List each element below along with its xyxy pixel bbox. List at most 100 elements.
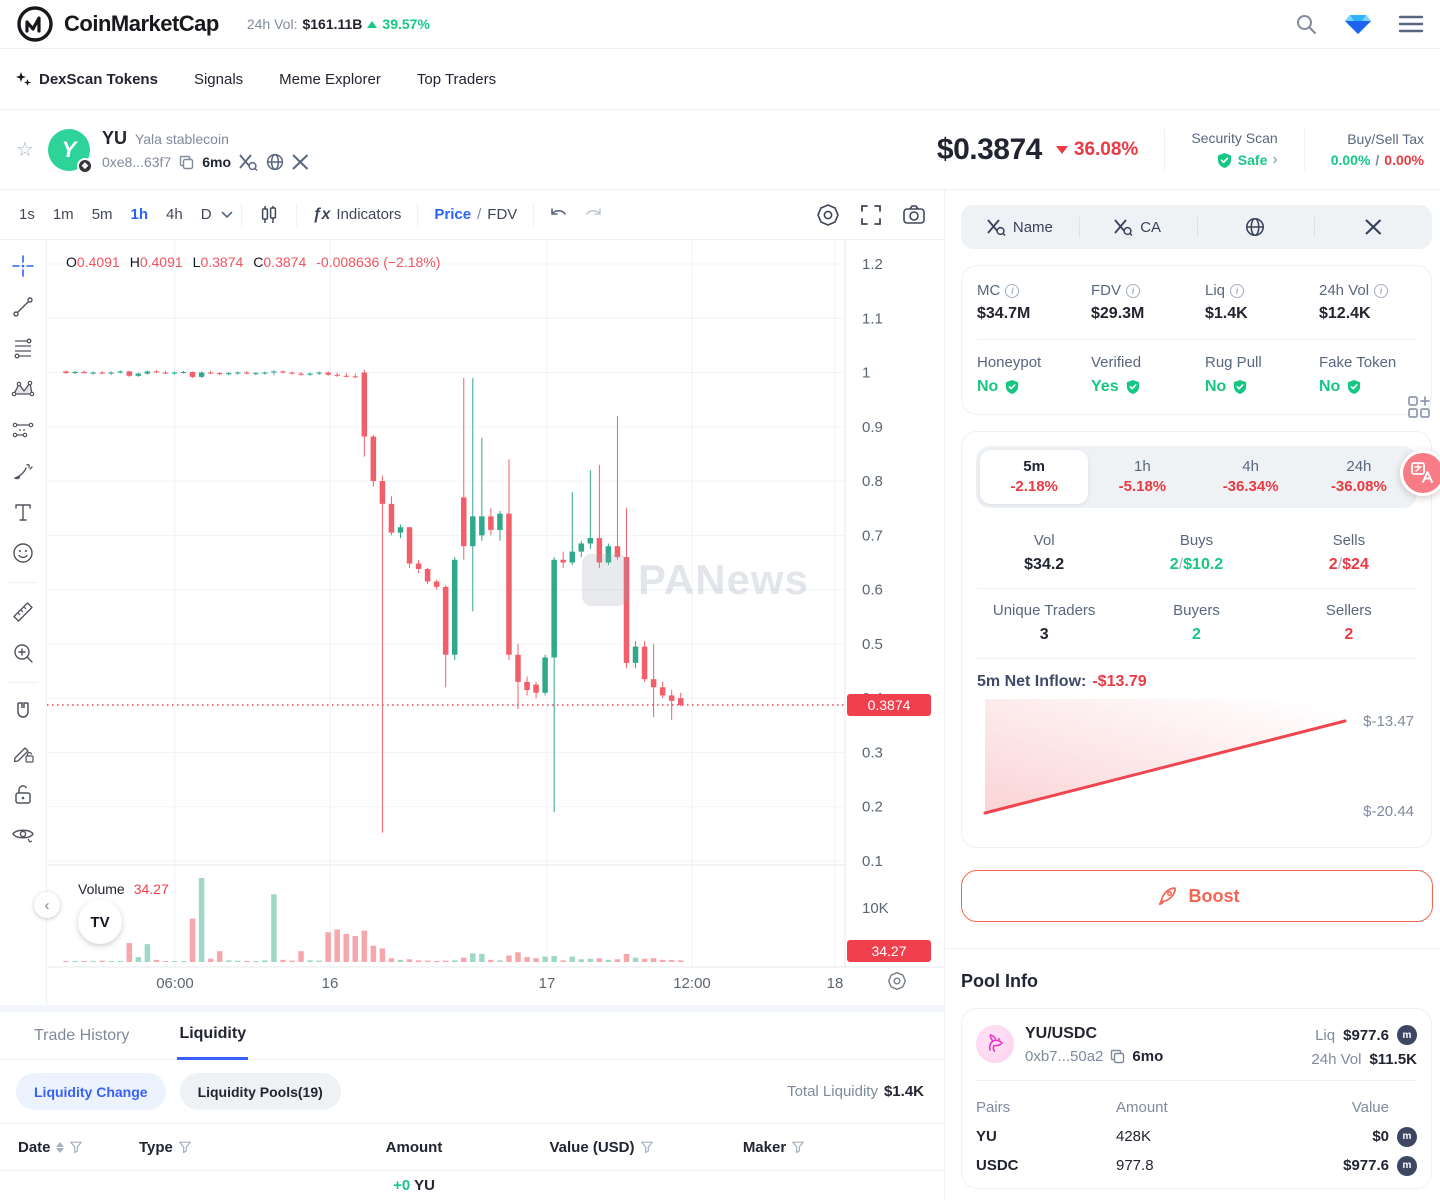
price-fdv-toggle[interactable]: Price / FDV [426,202,525,227]
trendline-tool-icon[interactable] [11,295,35,319]
projection-tool-icon[interactable] [11,418,35,442]
segment-5m[interactable]: 5m -2.18% [980,450,1089,504]
tab-search-name[interactable]: Name [961,205,1079,249]
cmc-badge-icon[interactable]: m [1397,1155,1417,1176]
buy-tax-value: 0.00% [1330,152,1371,168]
undo-icon[interactable] [548,205,570,225]
text-tool-icon[interactable] [11,500,35,524]
timeframe-4h[interactable]: 4h [166,206,183,223]
value-header: Value [1351,1099,1389,1116]
menu-icon[interactable] [1398,13,1424,35]
tab-liquidity[interactable]: Liquidity [177,1013,249,1060]
crosshair-icon[interactable] [11,254,35,278]
translate-button[interactable] [1400,450,1440,496]
price-chart[interactable]: 1.21.110.90.80.70.60.50.40.30.20.106:001… [34,240,945,1005]
boost-button[interactable]: Boost [961,870,1433,922]
tradingview-logo[interactable]: TV [78,900,122,944]
info-icon[interactable]: i [1230,283,1245,298]
cmc-badge-icon[interactable]: m [1397,1025,1417,1045]
x-search-icon[interactable] [239,153,258,171]
fdv-toggle[interactable]: FDV [487,206,518,223]
widgets-grid-button[interactable] [1406,394,1432,420]
row-amount-symbol: YU [414,1177,435,1191]
watchlist-star-icon[interactable]: ☆ [16,139,34,161]
token-price: $0.3874 [936,132,1042,166]
pool-age: 6mo [1132,1048,1164,1065]
timeframe-5m[interactable]: 5m [91,206,113,223]
magnet-tool-icon[interactable] [11,700,35,724]
search-icon[interactable] [1294,12,1318,36]
filter-funnel-icon[interactable] [69,1140,83,1154]
security-scan[interactable]: Security Scan Safe › [1191,130,1277,169]
unique-traders-label: Unique Traders [992,602,1096,619]
candlestick-chart-canvas[interactable]: 1.21.110.90.80.70.60.50.40.30.20.106:001… [47,240,945,1005]
tab-website[interactable] [1196,205,1315,249]
x-twitter-icon[interactable] [292,154,309,170]
nav-dexscan-tokens[interactable]: DexScan Tokens [16,71,158,88]
separator: / [1337,556,1343,573]
timeframe-1s[interactable]: 1s [19,206,35,223]
redo-icon[interactable] [582,205,604,225]
collapse-pane-button[interactable]: ‹ [34,892,60,918]
liquidity-pools-pill[interactable]: Liquidity Pools(19) [179,1073,341,1110]
website-globe-icon[interactable] [266,153,284,171]
column-maker[interactable]: Maker [714,1139,834,1156]
hide-drawings-eye-icon[interactable] [11,823,35,847]
segment-1h[interactable]: 1h -5.18% [1088,450,1196,504]
sort-icon[interactable] [55,1141,64,1153]
fib-retracement-icon[interactable] [11,336,35,360]
timeframe-dropdown-icon[interactable] [221,211,233,219]
lock-all-icon[interactable] [11,782,35,806]
ruler-tool-icon[interactable] [11,600,35,624]
fullscreen-icon[interactable] [860,204,882,226]
filter-funnel-icon[interactable] [178,1140,192,1154]
volume-value: $161.11B [302,16,363,32]
column-value-usd[interactable]: Value (USD) [489,1139,714,1156]
tab-search-ca[interactable]: CA [1078,205,1197,249]
info-icon[interactable]: i [1005,283,1020,298]
liquidity-change-pill[interactable]: Liquidity Change [16,1073,166,1110]
cmc-badge-icon[interactable]: m [1397,1126,1417,1147]
price-toggle[interactable]: Price [434,206,472,223]
axis-settings-gear-icon[interactable] [887,971,907,991]
total-liquidity: Total Liquidity $1.4K [787,1083,928,1100]
nav-meme-explorer[interactable]: Meme Explorer [279,71,381,88]
filter-funnel-icon[interactable] [640,1140,654,1154]
info-icon[interactable]: i [1374,283,1389,298]
timeframe-1m[interactable]: 1m [52,206,74,223]
chart-settings-icon[interactable] [816,203,840,227]
pool-address[interactable]: 0xb7...50a2 [1025,1048,1104,1065]
tab-trade-history[interactable]: Trade History [34,1027,130,1044]
info-icon[interactable]: i [1126,283,1140,298]
snapshot-camera-icon[interactable] [902,204,926,226]
timeframe-1h[interactable]: 1h [130,206,149,223]
segment-label: 24h [1346,458,1372,475]
segment-4h[interactable]: 4h -36.34% [1197,450,1305,504]
table-row[interactable]: +0 YU [0,1171,944,1191]
copy-icon[interactable] [179,155,194,170]
copy-icon[interactable] [1110,1049,1125,1064]
tax-separator: / [1375,152,1380,168]
pair-amount: 428K [1116,1128,1152,1145]
diamond-premium-icon[interactable] [1344,12,1372,36]
brush-tool-icon[interactable] [11,459,35,483]
segment-24h[interactable]: 24h -36.08% [1305,450,1413,504]
segment-change: -36.08% [1330,478,1387,495]
column-type[interactable]: Type [139,1139,339,1156]
zoom-in-tool-icon[interactable] [11,641,35,665]
timeframe-1d[interactable]: D [200,206,212,223]
filter-funnel-icon[interactable] [791,1140,805,1154]
chart-style-button[interactable] [250,200,288,230]
volume-label: 24h Vol: [246,16,298,32]
nav-top-traders[interactable]: Top Traders [417,71,496,88]
column-date[interactable]: Date [0,1139,139,1156]
nav-signals[interactable]: Signals [194,71,243,88]
shield-check-icon [1217,152,1231,168]
drawing-lock-icon[interactable] [11,741,35,765]
coinmarketcap-logo[interactable]: CoinMarketCap [16,5,219,43]
tab-twitter-x[interactable] [1314,205,1432,249]
emoji-tool-icon[interactable] [11,541,35,565]
token-address[interactable]: 0xe8...63f7 [101,154,172,170]
pattern-tool-icon[interactable] [11,377,35,401]
indicators-button[interactable]: ƒx Indicators [305,202,410,228]
